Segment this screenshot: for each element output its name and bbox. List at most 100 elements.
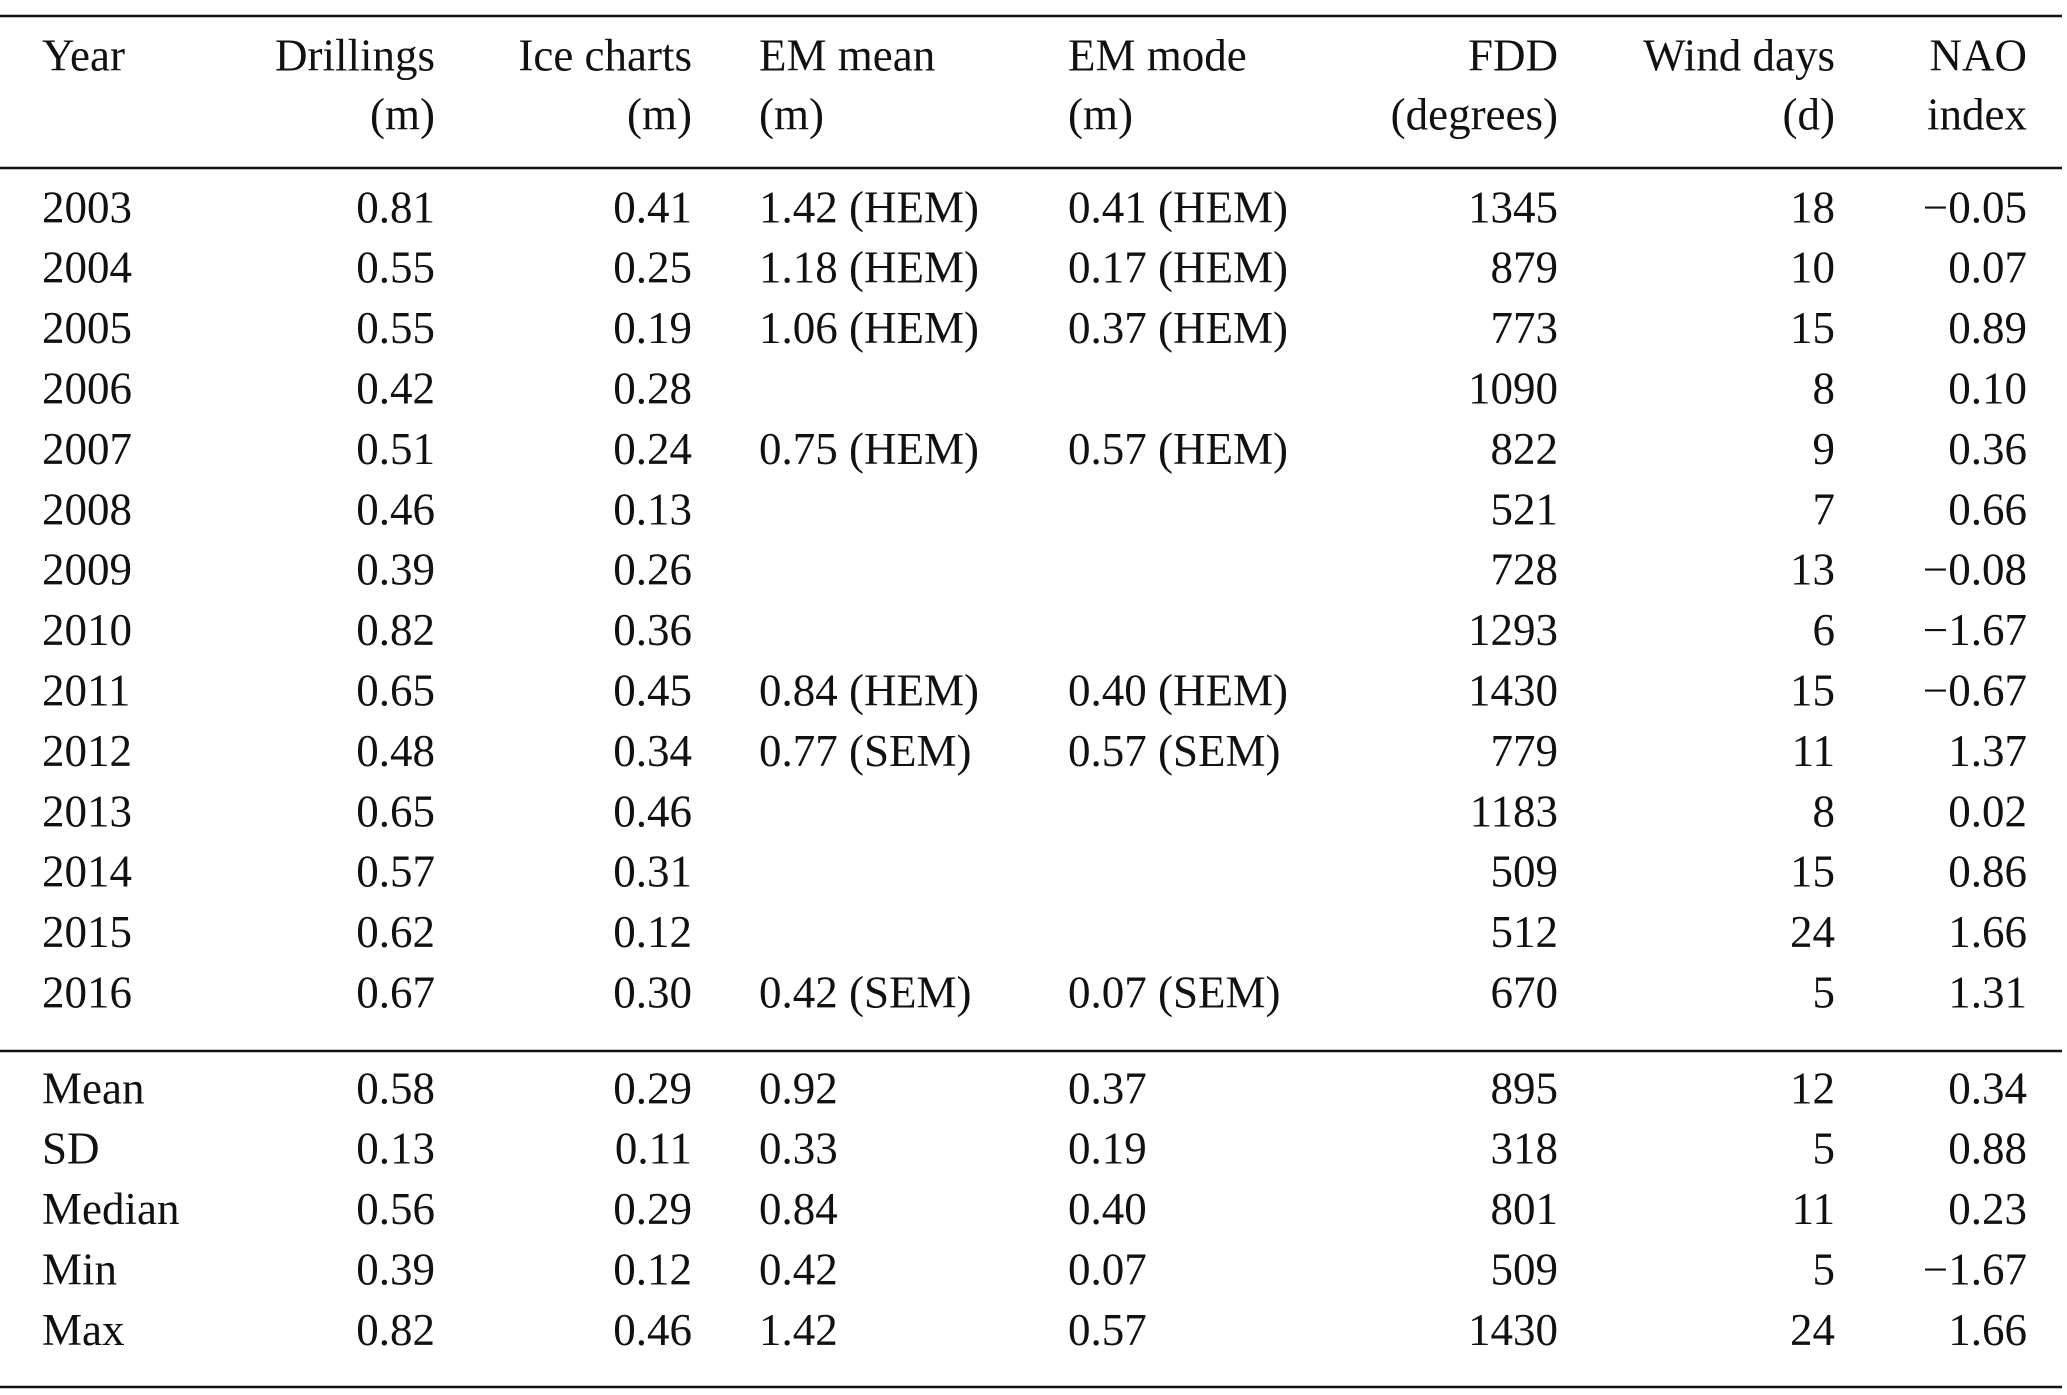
stats-cell: 0.07 [1068, 1245, 1147, 1295]
table-cell: 2005 [42, 303, 132, 353]
table-cell: 1.42 (HEM) [759, 182, 979, 232]
table-cell: 2012 [42, 726, 132, 776]
stats-cell: 24 [1790, 1305, 1835, 1355]
stats-cell: 0.34 [1948, 1063, 2027, 1113]
header-cell: (degrees) [1391, 89, 1558, 139]
table-cell: 0.46 [356, 484, 435, 534]
stats-cell: 0.39 [356, 1245, 435, 1295]
table-cell: 0.84 (HEM) [759, 666, 979, 716]
table-cell: 5 [1813, 968, 1836, 1018]
table-cell: 0.28 [613, 364, 692, 414]
table-cell: 0.40 (HEM) [1068, 666, 1288, 716]
table-cell: 1430 [1468, 666, 1558, 716]
table-cell: 0.65 [356, 666, 435, 716]
stats-cell: Min [42, 1245, 117, 1295]
table-cell: 0.12 [613, 907, 692, 957]
stats-cell: 0.57 [1068, 1305, 1147, 1355]
stats-cell: 0.37 [1068, 1063, 1147, 1113]
stats-cell: 0.56 [356, 1184, 435, 1234]
stats-cell: 0.13 [356, 1124, 435, 1174]
header-cell: Ice charts [518, 30, 692, 80]
stats-cell: 0.92 [759, 1063, 838, 1113]
header-cell: (m) [1068, 89, 1133, 139]
header-cell: (m) [370, 89, 435, 139]
table-cell: 728 [1491, 545, 1559, 595]
table-cell: 1090 [1468, 364, 1558, 414]
stats-cell: 0.46 [613, 1305, 692, 1355]
table-cell: 8 [1813, 364, 1836, 414]
header-cell: index [1927, 89, 2027, 139]
table-cell: 18 [1790, 182, 1835, 232]
table-cell: 0.07 [1948, 243, 2027, 293]
header-cell: Year [42, 30, 125, 80]
stats-cell: 0.23 [1948, 1184, 2027, 1234]
table-cell: 0.13 [613, 484, 692, 534]
stats-cell: 0.88 [1948, 1124, 2027, 1174]
table-cell: 0.41 [613, 182, 692, 232]
table-cell: 1.66 [1948, 907, 2027, 957]
table-cell: 2011 [42, 666, 130, 716]
stats-cell: SD [42, 1124, 100, 1174]
table-cell: 0.36 [613, 605, 692, 655]
table-cell: 0.86 [1948, 847, 2027, 897]
table-cell: 2007 [42, 424, 132, 474]
table-cell: 2006 [42, 364, 132, 414]
stats-cell: 0.11 [615, 1124, 692, 1174]
table-cell: 15 [1790, 847, 1835, 897]
table-cell: −0.67 [1923, 666, 2027, 716]
table-cell: 2009 [42, 545, 132, 595]
header-cell: (d) [1783, 89, 1835, 139]
table-cell: 6 [1813, 605, 1836, 655]
table-cell: 0.67 [356, 968, 435, 1018]
stats-cell: 801 [1491, 1184, 1559, 1234]
table-cell: 11 [1792, 726, 1835, 776]
table-cell: 0.65 [356, 786, 435, 836]
stats-cell: 1430 [1468, 1305, 1558, 1355]
table-cell: 0.34 [613, 726, 692, 776]
table-cell: 0.36 [1948, 424, 2027, 474]
table-cell: 0.51 [356, 424, 435, 474]
table-cell: 2013 [42, 786, 132, 836]
table-cell: 2010 [42, 605, 132, 655]
table-cell: 1183 [1470, 786, 1558, 836]
table-cell: 0.55 [356, 243, 435, 293]
header-cell: FDD [1468, 30, 1558, 80]
table-cell: 0.48 [356, 726, 435, 776]
table-cell: 512 [1491, 907, 1559, 957]
table-cell: 7 [1813, 484, 1836, 534]
table-cell: 0.57 (SEM) [1068, 726, 1281, 776]
header-cell: NAO [1930, 30, 2028, 80]
table-cell: 2014 [42, 847, 132, 897]
stats-cell: 895 [1491, 1063, 1559, 1113]
stats-cell: Max [42, 1305, 125, 1355]
table-cell: 10 [1790, 243, 1835, 293]
table-cell: 0.25 [613, 243, 692, 293]
header-cell: EM mode [1068, 30, 1247, 80]
stats-cell: Mean [42, 1063, 144, 1113]
table-cell: 779 [1491, 726, 1559, 776]
stats-cell: 0.82 [356, 1305, 435, 1355]
table-cell: 0.57 [356, 847, 435, 897]
table-cell: −0.08 [1923, 545, 2027, 595]
table-cell: 1.18 (HEM) [759, 243, 979, 293]
table-cell: 0.66 [1948, 484, 2027, 534]
table-cell: 0.82 [356, 605, 435, 655]
table-cell: 8 [1813, 786, 1836, 836]
table-cell: 2016 [42, 968, 132, 1018]
stats-cell: 0.58 [356, 1063, 435, 1113]
table-cell: 0.39 [356, 545, 435, 595]
stats-cell: 0.29 [613, 1184, 692, 1234]
stats-cell: Median [42, 1184, 179, 1234]
stats-cell: 12 [1790, 1063, 1835, 1113]
table-cell: 0.45 [613, 666, 692, 716]
table-cell: 15 [1790, 303, 1835, 353]
table-cell: 0.57 (HEM) [1068, 424, 1288, 474]
table-cell: 0.31 [613, 847, 692, 897]
table-cell: 13 [1790, 545, 1835, 595]
table-cell: 0.42 (SEM) [759, 968, 972, 1018]
table-cell: 879 [1491, 243, 1559, 293]
table-cell: 521 [1491, 484, 1559, 534]
table-cell: 9 [1813, 424, 1836, 474]
table-cell: 670 [1491, 968, 1559, 1018]
